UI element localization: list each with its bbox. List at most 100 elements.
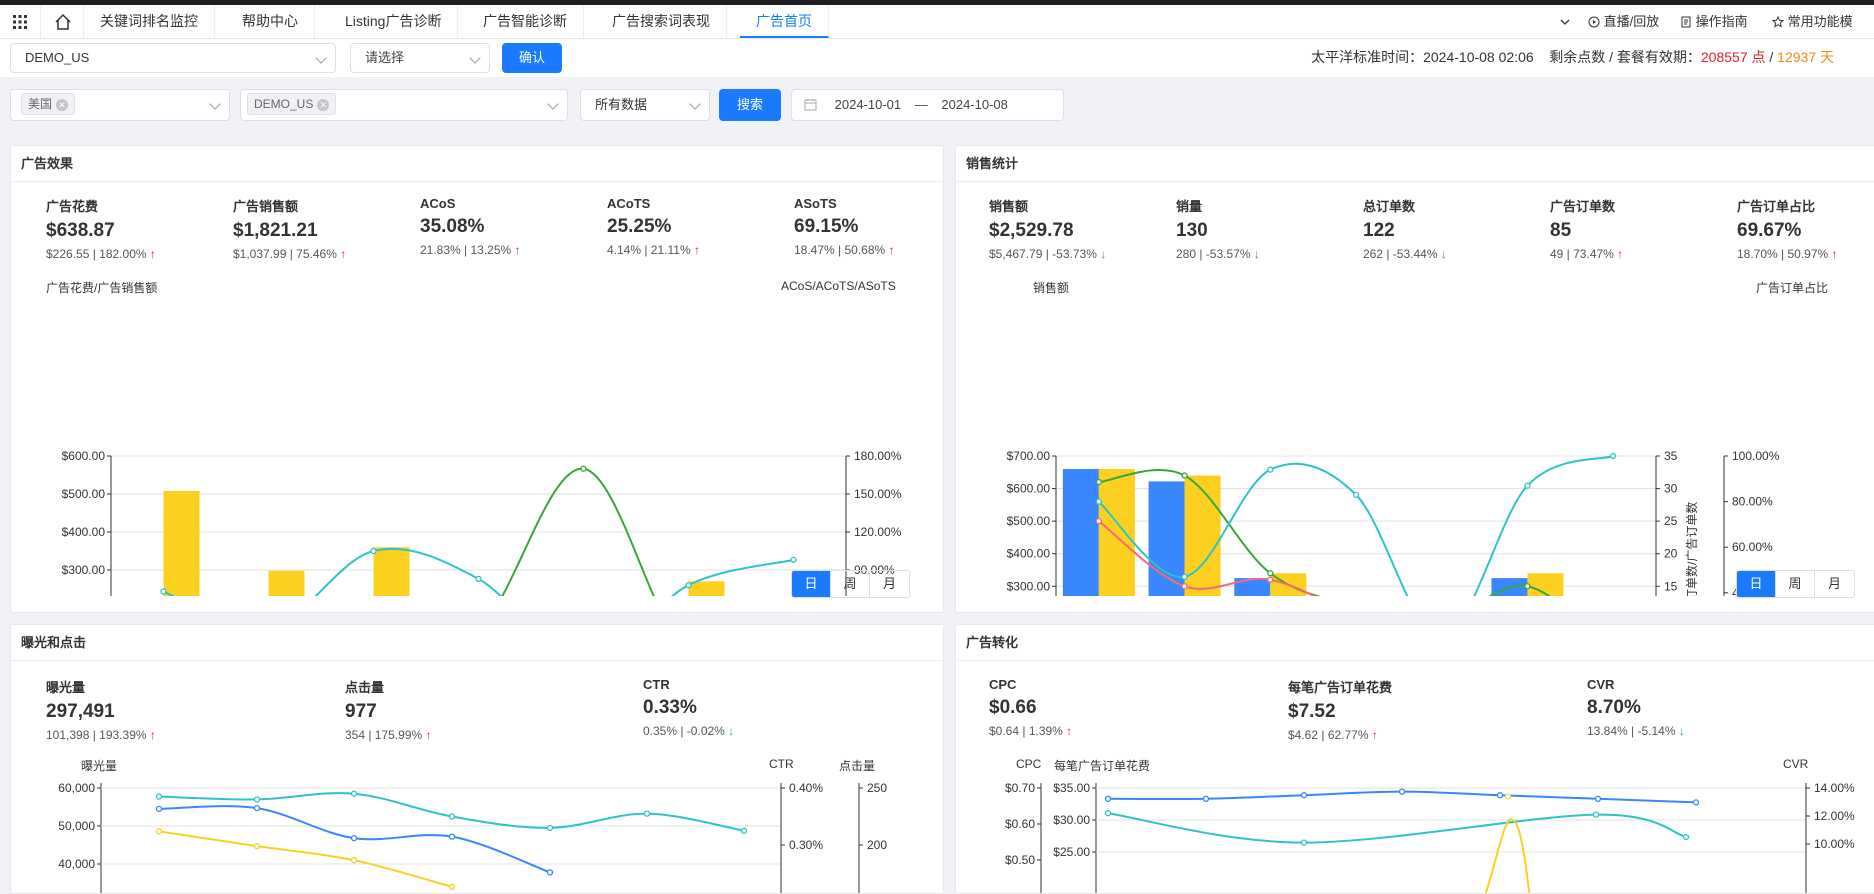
remove-tag-icon[interactable]: ✕ xyxy=(56,99,69,111)
confirm-button[interactable]: 确认 xyxy=(502,43,562,73)
point-CPC xyxy=(1692,799,1700,806)
point-点击量 xyxy=(253,842,261,850)
date-range-picker[interactable]: 2024-10-01 — 2024-10-08 xyxy=(791,89,1064,121)
kpi-label: 销售额 xyxy=(989,199,1029,214)
data-scope-value: 所有数据 xyxy=(595,97,648,112)
period-month[interactable]: 月 xyxy=(1827,576,1841,591)
tab-help-center[interactable]: 帮助中心 xyxy=(226,5,315,38)
kpi-compare: 280 | -53.57% ↓ xyxy=(1176,247,1260,261)
point-广告订单占比 xyxy=(1352,491,1360,498)
period-month[interactable]: 月 xyxy=(882,576,896,591)
store-multi-select[interactable]: DEMO_US ✕ xyxy=(240,89,568,121)
point-广告订单占比 xyxy=(1267,466,1274,473)
period-switch[interactable]: 日 周 月 xyxy=(791,570,910,598)
period-day[interactable]: 日 xyxy=(792,571,831,597)
conversion-panel: 广告转化 CPC $0.66 $0.64 | 1.39% ↑ 每笔广告订单花费 $7.5… xyxy=(955,624,1874,894)
point-CTR xyxy=(546,824,554,832)
chevron-down-icon[interactable] xyxy=(1560,17,1570,27)
y-tick-label: $25.00 xyxy=(1053,845,1090,859)
y-tick-label: $0.60 xyxy=(1005,817,1035,831)
point-CTR xyxy=(155,793,163,800)
kpi-compare: $4.62 | 62.77% ↑ xyxy=(1288,728,1392,742)
point-曝光量 xyxy=(253,804,261,812)
kpi-label: 广告订单占比 xyxy=(1737,199,1816,214)
kpi-value: 130 xyxy=(1176,220,1208,241)
points-label: 剩余点数 / 套餐有效期： xyxy=(1549,49,1701,65)
point-CVR xyxy=(1592,811,1600,818)
country-select[interactable]: 美国 ✕ xyxy=(10,89,230,121)
point-总订单数 xyxy=(1267,570,1274,577)
point-ACoS xyxy=(580,465,587,472)
y2-tick-label: 0.30% xyxy=(789,838,823,852)
tab-ad-home[interactable]: 广告首页 xyxy=(740,5,829,38)
time-label: 太平洋标准时间： xyxy=(1311,49,1424,65)
kpi-value: 297,491 xyxy=(46,701,115,722)
tab-listing-diagnosis[interactable]: Listing广告诊断 xyxy=(329,5,459,38)
option-select[interactable]: 请选择 xyxy=(350,43,490,73)
left-axis-title: 销售额 xyxy=(1033,281,1070,295)
point-广告订单占比 xyxy=(1095,498,1103,505)
remove-tag-icon[interactable]: ✕ xyxy=(317,99,330,111)
search-button[interactable]: 搜索 xyxy=(719,89,781,121)
tab-smart-diagnosis[interactable]: 广告智能诊断 xyxy=(467,5,584,38)
kpi-compare-text: $1,037.99 | 75.46% xyxy=(233,247,337,261)
bar-广告销售额 xyxy=(688,581,725,596)
kpi-card: 销售额 $2,529.78 $5,467.79 | -53.73% ↓ xyxy=(989,196,1106,261)
point-广告订单占比 xyxy=(1609,452,1617,460)
kpi-compare-text: $5,467.79 | -53.73% xyxy=(989,247,1097,261)
calendar-icon xyxy=(804,99,817,111)
y-tick-label: $300.00 xyxy=(1007,579,1051,593)
y2-tick-label: 250 xyxy=(867,781,887,795)
point-CTR xyxy=(643,810,651,817)
kpi-compare: $0.64 | 1.39% ↑ xyxy=(989,724,1072,738)
point-总订单数 xyxy=(1095,478,1103,486)
kpi-card: 曝光量 297,491 101,398 | 193.39% ↑ xyxy=(46,677,156,742)
kpi-label: CTR xyxy=(643,677,670,692)
bar-销量 xyxy=(1527,573,1564,596)
data-scope-select[interactable]: 所有数据 xyxy=(580,89,710,121)
kpi-value: 69.15% xyxy=(794,216,859,237)
kpi-label: 广告销售额 xyxy=(233,199,299,214)
kpi-label: CPC xyxy=(989,677,1017,692)
period-day[interactable]: 日 xyxy=(1737,571,1776,597)
guide-link[interactable]: 操作指南 xyxy=(1680,5,1748,39)
tab-keyword-monitor[interactable]: 关键词排名监控 xyxy=(84,5,215,38)
tab-search-terms[interactable]: 广告搜索词表现 xyxy=(596,5,727,38)
common-functions-link[interactable]: 常用功能模 xyxy=(1771,5,1853,39)
option-select-placeholder: 请选择 xyxy=(365,50,405,65)
point-ASoTS xyxy=(790,556,797,564)
kpi-compare-text: $226.55 | 182.00% xyxy=(46,247,147,261)
y-tick-label: 50,000 xyxy=(58,819,95,833)
period-week[interactable]: 周 xyxy=(831,571,870,597)
point-CPC xyxy=(1202,795,1210,802)
trend-up-icon: ↑ xyxy=(422,728,432,742)
y2-tick-label: 150.00% xyxy=(854,487,902,501)
account-info: 太平洋标准时间：2024-10-08 02:06 剩余点数 / 套餐有效期：20… xyxy=(1311,47,1834,67)
trend-up-icon: ↑ xyxy=(1368,728,1378,742)
home-icon xyxy=(55,13,71,30)
chevron-down-icon xyxy=(315,52,327,64)
panel-title: 广告效果 xyxy=(11,146,943,182)
kpi-value: 35.08% xyxy=(420,216,485,237)
kpi-value: $7.52 xyxy=(1288,701,1336,722)
trend-down-icon: ↓ xyxy=(1437,247,1447,261)
point-广告订单占比 xyxy=(1181,573,1188,580)
point-总订单数 xyxy=(1524,583,1531,590)
kpi-compare: 21.83% | 13.25% ↑ xyxy=(420,243,521,257)
home-tab[interactable] xyxy=(40,5,84,38)
panel-title: 销售统计 xyxy=(956,146,1874,182)
period-week[interactable]: 周 xyxy=(1776,571,1815,597)
date-start: 2024-10-01 xyxy=(834,97,902,112)
period-switch[interactable]: 日 周 月 xyxy=(1736,570,1855,598)
point-CTR xyxy=(350,790,358,797)
bar-广告销售额 xyxy=(268,570,305,596)
y-tick-label: 40,000 xyxy=(58,857,95,871)
store-select[interactable]: DEMO_US xyxy=(10,43,336,73)
kpi-value: $0.66 xyxy=(989,697,1037,718)
live-replay-link[interactable]: 直播/回放 xyxy=(1588,5,1659,39)
kpi-card: 点击量 977 354 | 175.99% ↑ xyxy=(345,677,432,742)
apps-grid-icon[interactable] xyxy=(12,14,28,30)
document-icon xyxy=(1681,16,1691,28)
chevron-down-icon xyxy=(689,98,701,110)
